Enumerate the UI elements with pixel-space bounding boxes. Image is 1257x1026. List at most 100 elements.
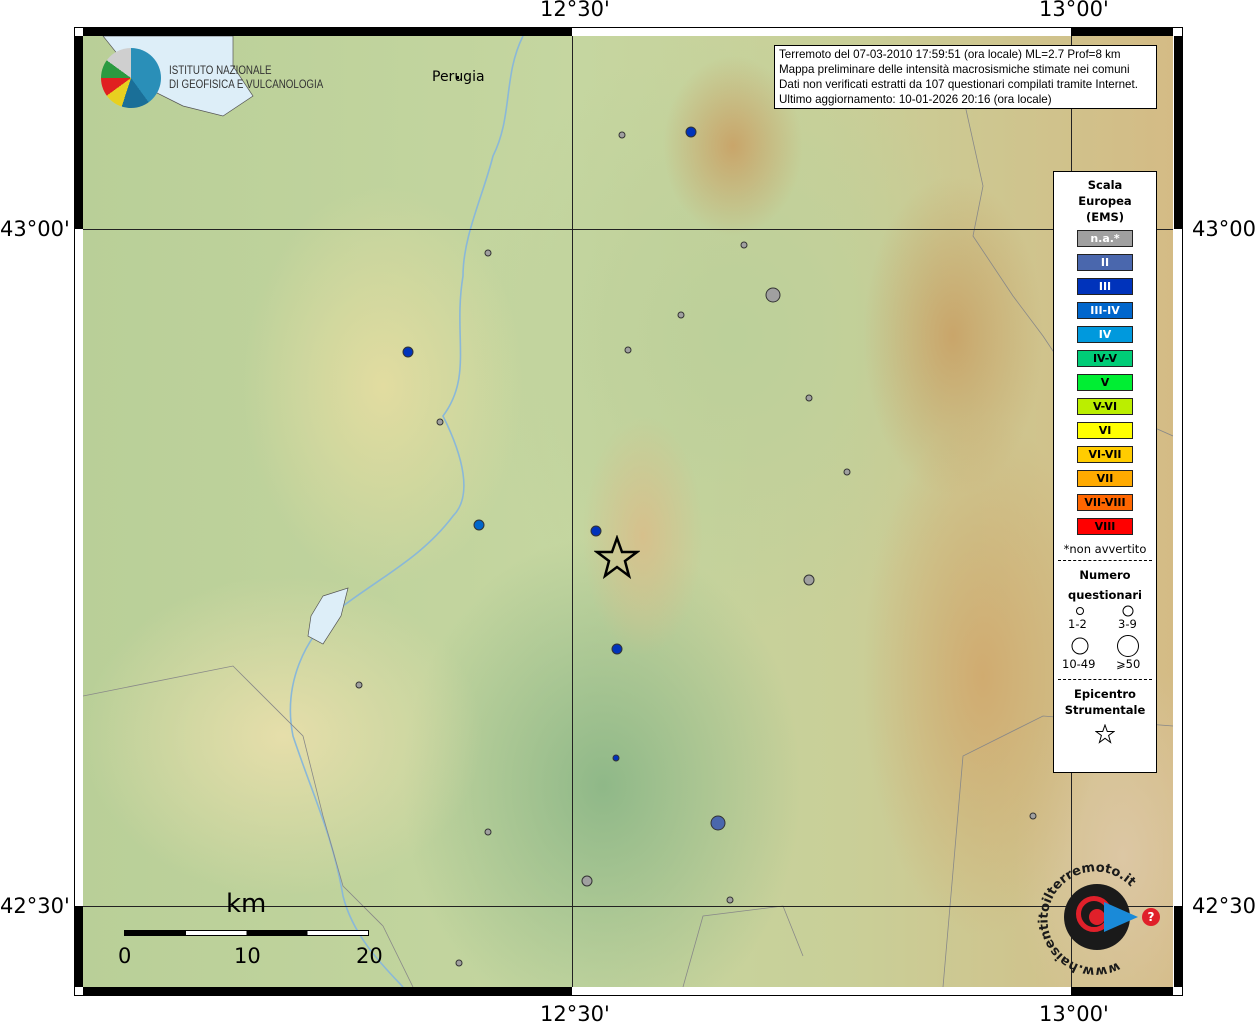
map-overlay <box>83 36 1173 987</box>
intensity-point[interactable] <box>455 959 463 967</box>
ems-swatch: IV-V <box>1077 350 1133 367</box>
intensity-point[interactable] <box>484 828 492 836</box>
lon-label: 12°30' <box>540 1002 610 1026</box>
intensity-point[interactable] <box>1029 812 1037 820</box>
scale-tick: 10 <box>234 944 261 968</box>
intensity-point[interactable] <box>473 519 485 531</box>
ems-swatch: VI <box>1077 422 1133 439</box>
info-line: Mappa preliminare delle intensità macros… <box>779 63 1130 76</box>
frame-bar <box>1071 27 1173 36</box>
gridline-lat <box>83 906 1173 907</box>
intensity-point[interactable] <box>805 394 813 402</box>
ems-scale: n.a.* II III III-IV IV IV-V V V-VI VI VI-VII VII VI… <box>1054 230 1156 535</box>
lon-label: 12°30' <box>540 0 610 21</box>
lat-label: 43°00' <box>0 217 70 241</box>
intensity-point[interactable] <box>726 896 734 904</box>
logo-line: DI GEOFISICA E VULCANOLOGIA <box>169 79 324 91</box>
ems-swatch: n.a.* <box>1077 230 1133 247</box>
frame-bar <box>1174 36 1183 229</box>
intensity-point[interactable] <box>765 287 781 303</box>
intensity-point[interactable] <box>355 681 363 689</box>
frame-bar <box>83 27 572 36</box>
legend-title: Scala <box>1087 178 1123 192</box>
count-label: 10-49 <box>1062 657 1096 671</box>
scale-bar <box>124 930 369 936</box>
ingv-logo-globe <box>101 48 161 108</box>
ems-swatch: III <box>1077 278 1133 295</box>
count-label: ⩾50 <box>1116 657 1141 671</box>
intensity-point[interactable] <box>402 346 414 358</box>
intensity-point[interactable] <box>624 346 632 354</box>
frame-bar <box>1174 906 1183 987</box>
intensity-point[interactable] <box>618 131 626 139</box>
intensity-point[interactable] <box>612 754 620 762</box>
legend-title: Europea <box>1078 194 1132 208</box>
lat-label: 42°30' <box>0 894 70 918</box>
gridline-lon <box>572 36 573 987</box>
terrain-map[interactable]: Perugia <box>83 36 1173 987</box>
intensity-point[interactable] <box>677 311 685 319</box>
lon-label: 13°00' <box>1039 1002 1109 1026</box>
count-legend: 1-2 3-9 10-49 ⩾50 <box>1054 605 1156 675</box>
lat-label: 42°30' <box>1192 894 1257 918</box>
intensity-point[interactable] <box>611 643 623 655</box>
circle-size-icon <box>1071 637 1089 655</box>
haisentito-badge[interactable]: ? www.haisentitoilterremoto.it <box>1037 858 1160 979</box>
frame-bar <box>1071 987 1173 996</box>
intensity-point[interactable] <box>590 525 602 537</box>
town-label: Perugia <box>432 69 485 85</box>
frame-bar <box>74 906 83 987</box>
legend-title: Epicentro <box>1074 687 1136 701</box>
intensity-point[interactable] <box>803 574 815 586</box>
ems-swatch: V-VI <box>1077 398 1133 415</box>
scale-tick: 20 <box>356 944 383 968</box>
lake <box>307 587 349 645</box>
ems-swatch: IV <box>1077 326 1133 343</box>
ems-swatch: VII-VIII <box>1077 494 1133 511</box>
divider <box>1058 560 1152 561</box>
intensity-point[interactable] <box>740 241 748 249</box>
badge-center <box>1089 909 1105 925</box>
ingv-logo-text: ISTITUTO NAZIONALE DI GEOFISICA E VULCAN… <box>169 64 323 92</box>
intensity-point[interactable] <box>484 249 492 257</box>
info-box: Terremoto del 07-03-2010 17:59:51 (ora l… <box>774 45 1157 109</box>
epicenter-star-icon <box>1094 723 1116 744</box>
epicenter-star-icon[interactable] <box>594 535 640 581</box>
intensity-point[interactable] <box>710 815 726 831</box>
intensity-point[interactable] <box>843 468 851 476</box>
legend-title: (EMS) <box>1085 210 1125 224</box>
intensity-point[interactable] <box>685 126 697 138</box>
ems-swatch: II <box>1077 254 1133 271</box>
badge-text-path: www.haisentitoilterremoto.it <box>1037 860 1139 979</box>
circle-size-icon <box>1117 635 1139 657</box>
frame-bar <box>83 987 572 996</box>
legend: Scala Europea (EMS) n.a.* II III III-IV IV IV… <box>1053 171 1157 773</box>
gridline-lat <box>83 229 1173 230</box>
scale-unit: km <box>226 889 267 919</box>
legend-title: Numero <box>1079 568 1131 582</box>
count-label: 3-9 <box>1118 617 1137 631</box>
ems-swatch: V <box>1077 374 1133 391</box>
badge-ring <box>1076 896 1112 932</box>
lat-label: 43°00' <box>1192 217 1257 241</box>
ems-swatch: VI-VII <box>1077 446 1133 463</box>
ems-swatch: VIII <box>1077 518 1133 535</box>
intensity-point[interactable] <box>581 875 593 887</box>
circle-size-icon <box>1076 607 1084 615</box>
river-tevere <box>289 36 524 987</box>
divider <box>1058 679 1152 680</box>
info-line: Dati non verificati estratti da 107 ques… <box>779 78 1138 91</box>
badge-text-ring: www.haisentitoilterremoto.it <box>1037 860 1139 979</box>
logo-line: ISTITUTO NAZIONALE <box>169 65 272 77</box>
ems-swatch: VII <box>1077 470 1133 487</box>
legend-title: Strumentale <box>1064 703 1146 717</box>
intensity-point[interactable] <box>436 418 444 426</box>
circle-size-icon <box>1122 605 1134 617</box>
badge-text: www.haisentitoilterremoto.it <box>1037 860 1139 979</box>
scale-tick: 0 <box>118 944 132 968</box>
info-line: Terremoto del 07-03-2010 17:59:51 (ora l… <box>779 48 1121 61</box>
badge-question-icon: ? <box>1142 908 1160 926</box>
info-line: Ultimo aggiornamento: 10-01-2026 20:16 (… <box>779 93 1052 106</box>
boundary <box>83 665 414 987</box>
ems-swatch: III-IV <box>1077 302 1133 319</box>
